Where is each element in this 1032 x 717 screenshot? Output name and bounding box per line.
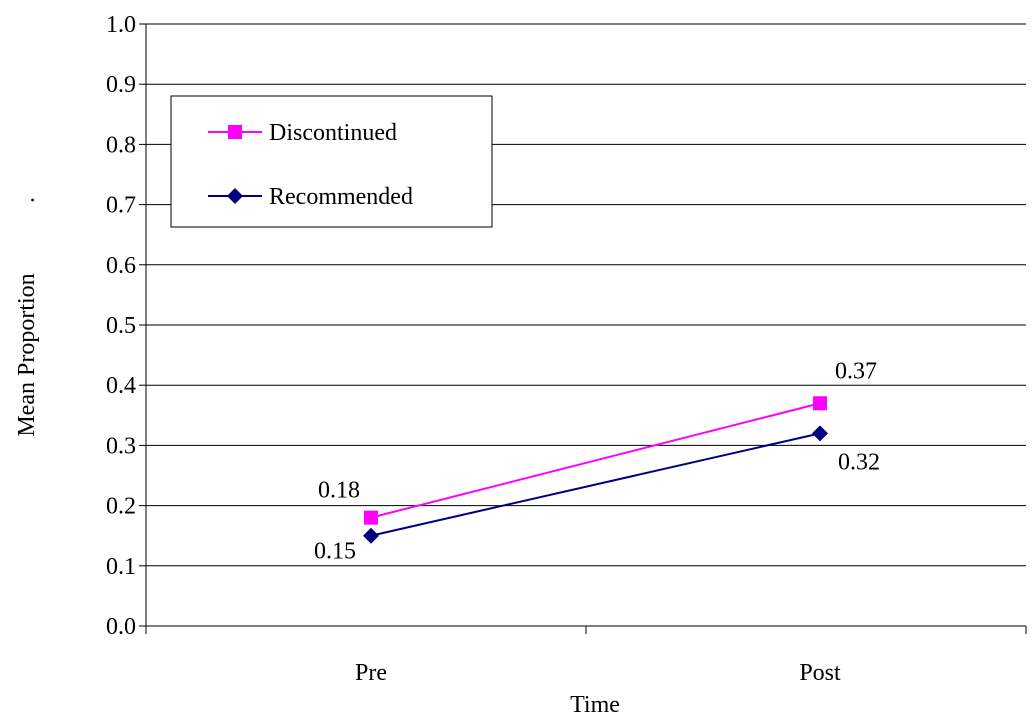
legend-item: Discontinued xyxy=(208,120,397,146)
axes xyxy=(139,23,1027,634)
x-axis-title: Time xyxy=(570,692,620,717)
y-tick-label: 0.2 xyxy=(106,494,136,520)
diamond-marker xyxy=(363,527,379,544)
data-label: 0.18 xyxy=(318,478,360,504)
series-line-recommended xyxy=(370,432,821,537)
data-label: 0.37 xyxy=(835,358,877,384)
legend: Discontinued Recommended xyxy=(170,95,493,228)
y-tick-label: 0.8 xyxy=(106,132,136,158)
diamond-marker xyxy=(227,188,243,204)
square-marker xyxy=(364,510,378,525)
legend-box xyxy=(170,95,493,228)
y-tick-label: 0.5 xyxy=(106,313,136,339)
diamond-marker xyxy=(812,425,828,442)
data-labels: 0.18 0.37 0.15 0.32 xyxy=(314,358,880,564)
x-tick-labels: Pre Post xyxy=(355,660,841,686)
y-tick-label: 0.0 xyxy=(106,614,136,640)
x-tick-label: Pre xyxy=(355,660,387,686)
legend-item: Recommended xyxy=(208,184,413,210)
y-tick-label: 0.4 xyxy=(106,373,136,399)
y-tick-label: 0.1 xyxy=(106,554,136,580)
legend-label: Recommended xyxy=(269,184,413,210)
y-tick-label: 0.3 xyxy=(106,433,136,459)
x-tick-label: Post xyxy=(799,660,841,686)
series-line-discontinued xyxy=(370,402,821,519)
square-marker xyxy=(228,125,242,139)
y-tick-label: 1.0 xyxy=(106,12,136,38)
y-tick-labels: 0.0 0.1 0.2 0.3 0.4 0.5 0.6 0.7 0.8 0.9 1.0 xyxy=(106,12,136,640)
y-axis-title: Mean Proportion xyxy=(14,273,40,436)
legend-label: Discontinued xyxy=(269,120,397,146)
square-marker xyxy=(813,396,827,411)
data-label: 0.15 xyxy=(314,539,356,565)
data-label: 0.32 xyxy=(838,449,880,475)
y-tick-label: 0.6 xyxy=(106,253,136,279)
y-axis-title-mark: . xyxy=(14,197,40,203)
y-tick-label: 0.9 xyxy=(106,72,136,98)
y-tick-label: 0.7 xyxy=(106,193,136,219)
series-lines xyxy=(363,396,828,544)
